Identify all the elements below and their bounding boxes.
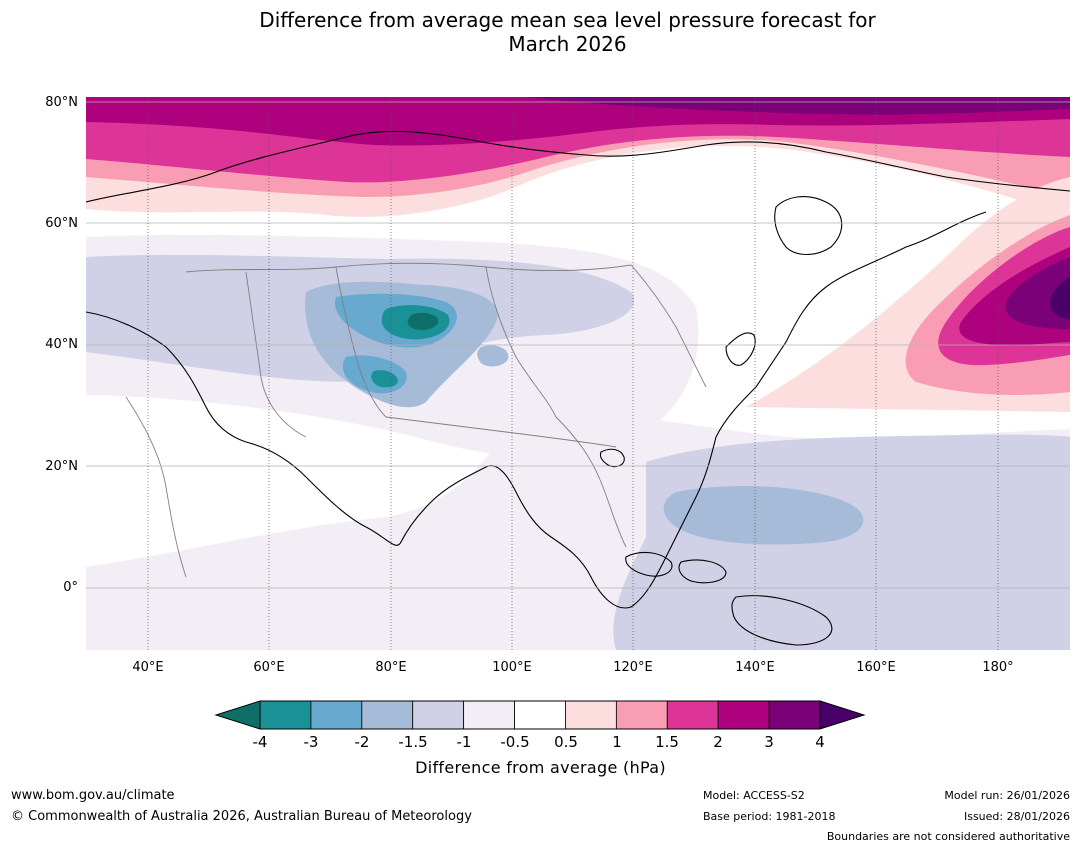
- colorbar-swatch: [361, 700, 414, 730]
- colorbar-tick: -1.5: [398, 733, 428, 751]
- colorbar-label: Difference from average (hPa): [415, 758, 666, 777]
- coastlines: [86, 130, 1070, 646]
- issued-date: Issued: 28/01/2026: [963, 810, 1070, 823]
- colorbar-swatches: [259, 700, 821, 730]
- colorbar-swatch: [463, 700, 515, 730]
- copyright-notice: © Commonwealth of Australia 2026, Austra…: [11, 809, 472, 824]
- title-line-1: Difference from average mean sea level p…: [259, 8, 876, 32]
- negative-anomaly-central-asia: [86, 234, 699, 457]
- colorbar-swatch: [412, 700, 465, 730]
- positive-anomaly-pacific: [746, 177, 1070, 412]
- colorbar-tick: -2: [354, 733, 370, 751]
- colorbar-tick: -1: [456, 733, 472, 751]
- negative-anomaly-western-pacific: [86, 414, 1070, 650]
- colorbar-tick: -0.5: [500, 733, 530, 751]
- colorbar-swatch: [514, 700, 566, 730]
- lon-label-160e: 160°E: [856, 660, 896, 675]
- lon-label-40e: 40°E: [132, 660, 164, 675]
- positive-anomaly-arctic: [86, 97, 1070, 217]
- colorbar-swatch: [259, 700, 312, 730]
- colorbar-tick: -3: [303, 733, 319, 751]
- lat-label-20n: 20°N: [45, 459, 78, 474]
- colorbar: [214, 700, 866, 730]
- lon-label-100e: 100°E: [492, 660, 532, 675]
- chart-title: Difference from average mean sea level p…: [0, 8, 1081, 56]
- colorbar-swatch: [615, 700, 668, 730]
- colorbar-frame: [259, 700, 821, 730]
- colorbar-swatch: [768, 700, 821, 730]
- boundaries-disclaimer: Boundaries are not considered authoritat…: [826, 830, 1070, 843]
- pressure-anomaly-map: [86, 97, 1070, 650]
- colorbar-max-extend: [819, 700, 866, 730]
- lon-label-120e: 120°E: [613, 660, 653, 675]
- colorbar-swatch: [717, 700, 770, 730]
- colorbar-swatch: [666, 700, 719, 730]
- lat-label-40n: 40°N: [45, 337, 78, 352]
- lat-label-80n: 80°N: [45, 95, 78, 110]
- latitude-gridlines: [86, 101, 1070, 589]
- colorbar-min-extend: [214, 700, 261, 730]
- base-period: Base period: 1981-2018: [703, 810, 836, 823]
- colorbar-tick: 4: [815, 733, 825, 751]
- lon-label-140e: 140°E: [735, 660, 775, 675]
- colorbar-tick: 0.5: [554, 733, 578, 751]
- title-line-2: March 2026: [508, 32, 627, 56]
- colorbar-tick: 1: [612, 733, 622, 751]
- lat-label-60n: 60°N: [45, 216, 78, 231]
- longitude-gridlines: [147, 97, 999, 650]
- colorbar-tick: 3: [764, 733, 774, 751]
- colorbar-tick: -4: [252, 733, 268, 751]
- colorbar-tick: 1.5: [655, 733, 679, 751]
- lon-label-180: 180°: [982, 660, 1014, 675]
- country-boundaries: [125, 262, 707, 578]
- lat-label-0: 0°: [63, 580, 78, 595]
- model-name: Model: ACCESS-S2: [703, 789, 805, 802]
- website-link[interactable]: www.bom.gov.au/climate: [11, 788, 175, 803]
- lon-label-60e: 60°E: [253, 660, 285, 675]
- model-run-date: Model run: 26/01/2026: [944, 789, 1070, 802]
- colorbar-swatch: [565, 700, 617, 730]
- colorbar-tick: 2: [713, 733, 723, 751]
- colorbar-swatch: [310, 700, 363, 730]
- lon-label-80e: 80°E: [375, 660, 407, 675]
